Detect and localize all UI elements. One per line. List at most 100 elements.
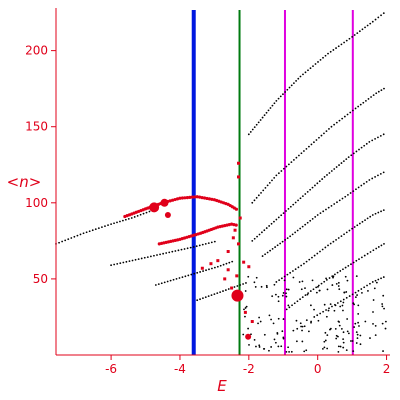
black-data-point xyxy=(121,219,124,222)
black-data-point xyxy=(364,320,367,323)
black-data-point xyxy=(337,281,340,284)
black-data-point xyxy=(88,230,91,233)
black-data-point xyxy=(346,318,349,320)
black-data-point xyxy=(294,231,297,234)
red-data-point xyxy=(202,196,207,200)
y-tick-label: 50 xyxy=(33,272,48,286)
black-data-point xyxy=(377,16,380,19)
black-data-point xyxy=(342,346,345,349)
black-data-point xyxy=(382,294,385,297)
black-data-point xyxy=(292,329,295,332)
black-data-point xyxy=(383,87,385,90)
black-data-point xyxy=(207,295,210,298)
black-data-point xyxy=(270,222,273,225)
black-data-point xyxy=(351,36,354,38)
black-data-point xyxy=(58,241,60,244)
black-data-point xyxy=(332,240,335,243)
black-data-point xyxy=(288,306,291,309)
black-data-point xyxy=(333,309,336,312)
red-large-point xyxy=(160,198,169,207)
black-data-point xyxy=(225,262,228,265)
black-data-point xyxy=(145,211,148,214)
black-data-point xyxy=(327,52,329,55)
black-data-point xyxy=(213,240,216,243)
black-data-point xyxy=(311,217,314,220)
black-data-point xyxy=(327,244,329,247)
black-data-point xyxy=(275,218,278,221)
black-data-point xyxy=(341,304,344,307)
black-data-point xyxy=(286,273,289,276)
black-data-point xyxy=(374,212,377,215)
black-data-point xyxy=(287,288,290,291)
black-data-point xyxy=(355,275,358,278)
black-data-point xyxy=(369,337,371,339)
black-data-point xyxy=(377,211,380,214)
black-data-point xyxy=(338,199,341,202)
black-data-point xyxy=(331,305,333,308)
black-data-point xyxy=(326,174,328,176)
black-data-point xyxy=(280,345,283,348)
black-data-point xyxy=(271,104,274,107)
red-large-point xyxy=(231,289,244,302)
black-data-point xyxy=(293,302,296,305)
black-data-point xyxy=(342,338,345,341)
black-data-point xyxy=(180,248,183,251)
black-data-point xyxy=(319,58,322,61)
black-data-point xyxy=(358,325,360,327)
black-data-point xyxy=(319,212,322,215)
black-data-point xyxy=(366,284,368,287)
black-data-point xyxy=(316,314,319,317)
black-data-point xyxy=(316,182,319,185)
black-data-point xyxy=(320,134,323,137)
black-data-point xyxy=(256,235,258,238)
black-data-point xyxy=(281,294,284,297)
black-data-point xyxy=(231,260,234,263)
red-data-point xyxy=(183,196,187,200)
black-data-point xyxy=(204,296,207,299)
black-data-point xyxy=(359,334,362,337)
black-data-point xyxy=(377,278,380,281)
red-data-point xyxy=(242,260,246,264)
black-data-point xyxy=(313,316,316,318)
black-data-point xyxy=(324,331,327,334)
black-data-point xyxy=(358,258,360,261)
black-data-point xyxy=(296,229,299,232)
black-data-point xyxy=(300,264,303,267)
black-data-point xyxy=(369,22,372,25)
black-data-point xyxy=(374,324,377,327)
black-data-point xyxy=(381,322,384,325)
black-data-point xyxy=(382,133,385,136)
black-data-point xyxy=(355,188,357,191)
black-data-point xyxy=(257,194,260,197)
red-data-point xyxy=(231,236,235,240)
black-data-point xyxy=(366,24,369,27)
red-large-point xyxy=(149,202,160,213)
y-tick-label: 150 xyxy=(25,120,48,134)
black-data-point xyxy=(285,292,287,295)
black-data-point xyxy=(336,271,339,274)
black-data-point xyxy=(255,123,258,126)
red-data-point xyxy=(236,242,240,246)
black-data-point xyxy=(356,337,359,340)
black-data-point xyxy=(328,172,331,174)
black-data-point xyxy=(210,241,213,244)
black-data-point xyxy=(329,50,332,53)
black-data-point xyxy=(314,184,316,187)
black-data-point xyxy=(287,304,290,307)
black-data-point xyxy=(259,320,262,323)
black-data-point xyxy=(359,343,362,346)
black-data-point xyxy=(260,285,263,288)
black-data-point xyxy=(356,294,358,296)
black-data-point xyxy=(352,152,355,155)
red-data-point xyxy=(210,197,214,201)
black-data-point xyxy=(257,121,260,124)
black-data-point xyxy=(148,210,151,213)
black-data-point xyxy=(306,221,309,224)
black-data-point xyxy=(299,322,302,325)
black-data-point xyxy=(207,242,210,245)
black-data-point xyxy=(201,243,204,246)
black-data-point xyxy=(359,103,362,106)
black-data-point xyxy=(253,199,256,202)
black-data-point xyxy=(251,239,254,242)
black-data-point xyxy=(342,301,345,304)
